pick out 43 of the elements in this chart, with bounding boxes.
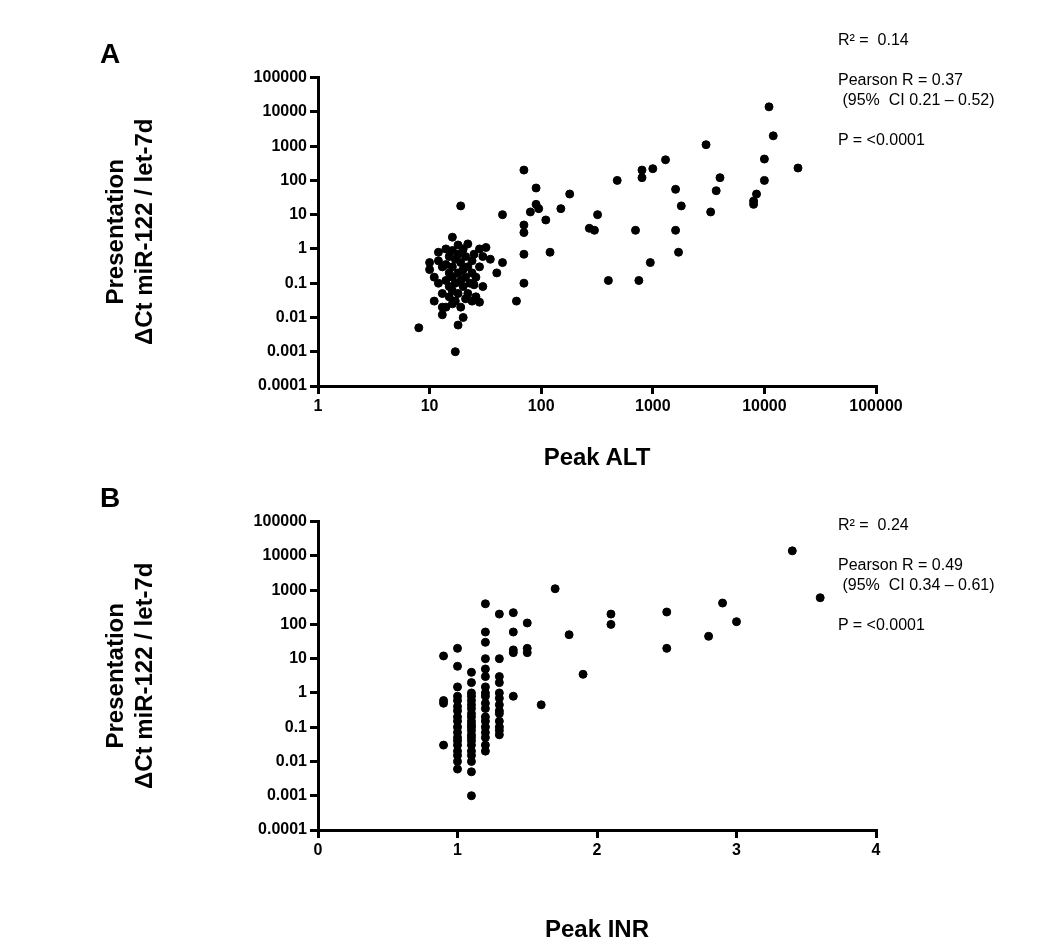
x-axis-title: Peak ALT [543,443,651,471]
y-tick-label: 0.0001 [258,820,308,838]
y-tick-label: 1000 [271,580,308,598]
x-tick-label: 1 [313,397,323,415]
y-tick-label: 100 [280,614,308,632]
y-tick-label: 0.001 [266,342,308,360]
y-tick-label: 0.0001 [258,376,308,394]
y-tick-label: 1 [298,683,308,701]
x-tick-label: 1 [453,841,463,859]
x-tick-label: 2 [592,841,602,859]
x-tick-label: 0 [313,841,323,859]
y-tick-label: 1000 [271,136,308,154]
x-tick-label: 1000 [635,397,671,415]
y-tick-label: 10000 [262,102,308,120]
y-tick-label: 100000 [253,68,308,86]
x-tick-label: 10000 [742,397,787,415]
y-tick-label: 0.001 [266,786,308,804]
annotation: P = <0.0001 [838,615,926,635]
y-tick-label: 0.01 [275,307,308,325]
annotation: Pearson R = 0.49 (95% CI 0.34 – 0.61) [838,555,995,595]
y-tick-label: 10000 [262,546,308,564]
y-axis-title: Presentation ΔCt miR-122 / let-7d [101,118,157,346]
chart-title: B [100,481,121,513]
y-tick-label: 1 [298,239,308,257]
y-tick-label: 0.1 [284,717,308,735]
y-tick-label: 100000 [253,512,308,530]
x-tick-label: 3 [732,841,742,859]
x-tick-label: 100 [527,397,555,415]
x-tick-label: 100000 [849,397,903,415]
annotation: R² = 0.24 [838,515,910,535]
x-tick-label: 10 [420,397,439,415]
annotation: Pearson R = 0.37 (95% CI 0.21 – 0.52) [838,70,995,110]
text: R² = 0.14 [838,30,910,50]
chart-title: A [100,37,121,69]
x-axis-title: Peak INR [544,915,650,943]
y-axis-title: Presentation ΔCt miR-122 / let-7d [101,562,157,790]
annotation: P = <0.0001 [838,130,926,150]
y-tick-label: 100 [280,170,308,188]
x-tick-label: 4 [871,841,881,859]
y-tick-label: 10 [289,205,308,223]
y-tick-label: 0.1 [284,273,308,291]
y-tick-label: 10 [289,649,308,667]
y-tick-label: 0.01 [275,751,308,769]
